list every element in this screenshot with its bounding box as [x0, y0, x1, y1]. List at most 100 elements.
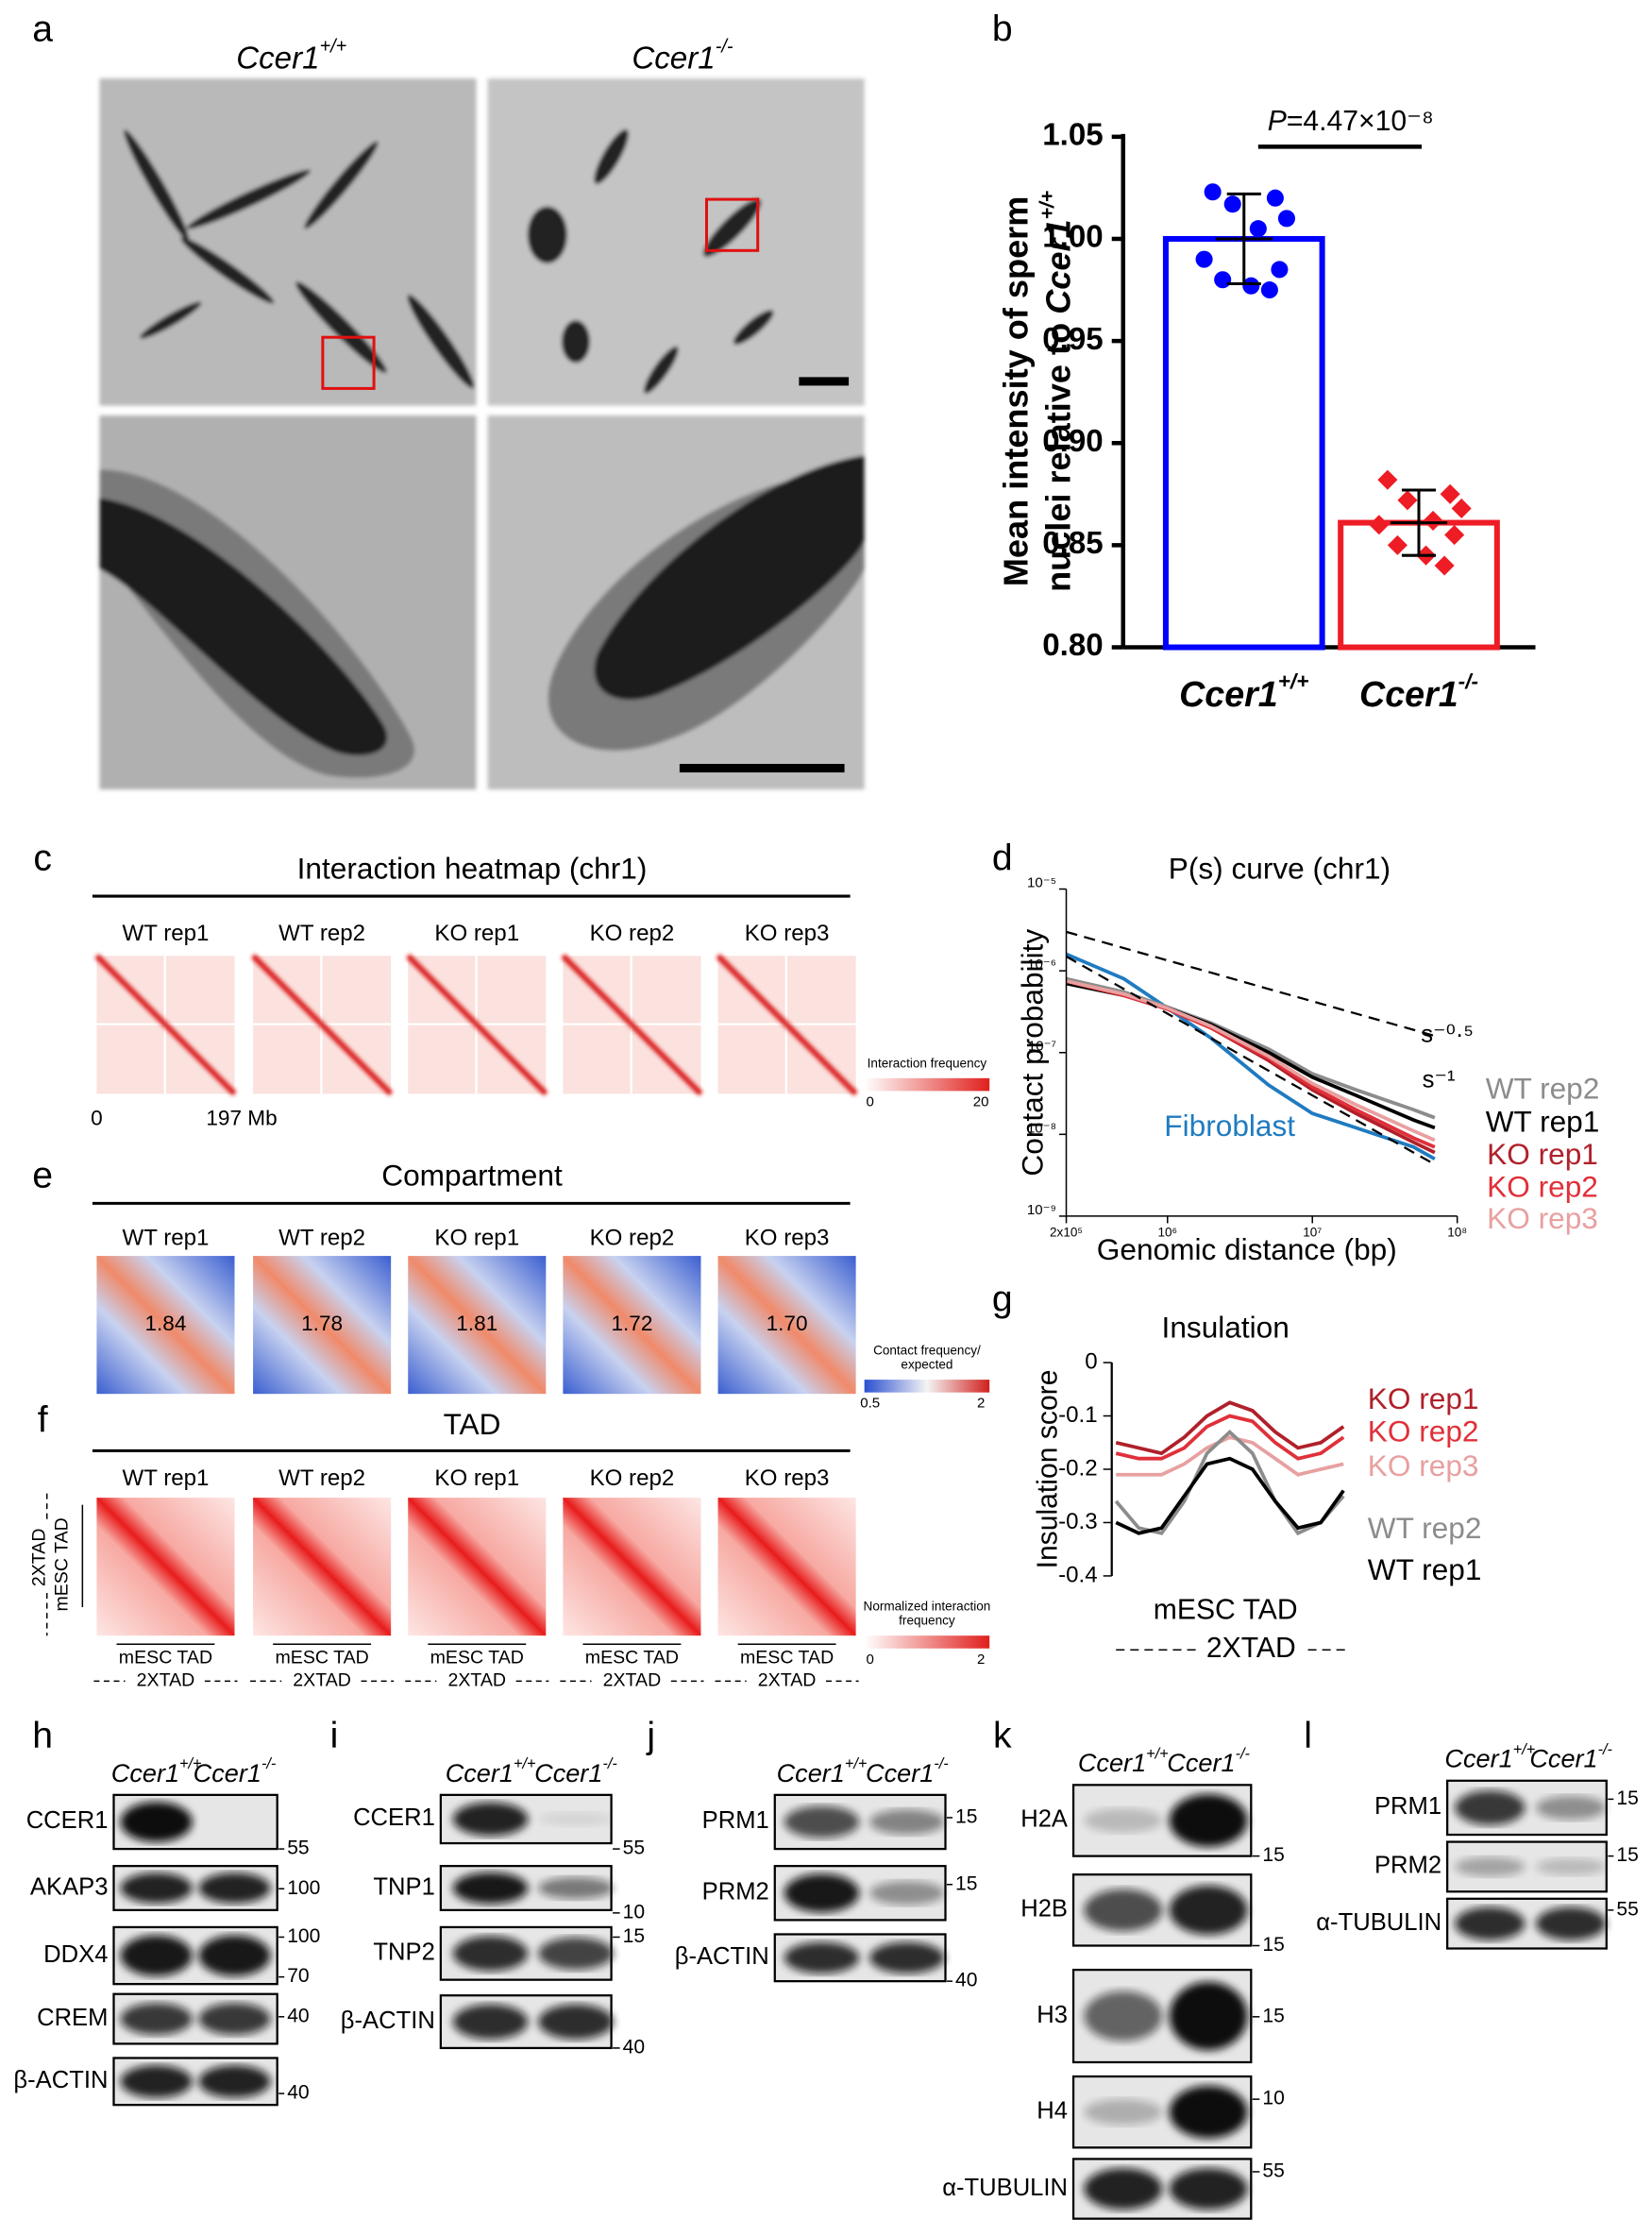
protein-label: TNP2: [373, 1940, 434, 1966]
y-axis-label-line: nuclei relative to: [1038, 323, 1077, 592]
mw-marker: 100: [287, 1925, 320, 1947]
chart-title: Insulation: [1162, 1311, 1290, 1345]
data-point: [1444, 525, 1465, 546]
protein-label: H2A: [1020, 1806, 1069, 1833]
sample-label: WT rep2: [278, 1225, 365, 1250]
mw-marker: 15: [1262, 1934, 1284, 1956]
gene-name: Ccer1: [194, 1758, 261, 1787]
heatmap: [717, 1256, 856, 1395]
protein-label: TNP1: [373, 1873, 434, 1900]
mw-marker: 10: [1262, 2088, 1284, 2109]
colorbar-tick: 2: [977, 1396, 985, 1412]
data-point: [1397, 490, 1418, 511]
compartment-score: 1.84: [144, 1312, 186, 1335]
data-point: [1451, 498, 1472, 518]
mw-marker: 55: [623, 1838, 645, 1859]
tad-span-label: 2XTAD: [758, 1670, 817, 1691]
blot-band: [1169, 1794, 1248, 1847]
blot-band: [1455, 1856, 1526, 1877]
genotype-superscript: +/+: [514, 1755, 536, 1772]
blot-band: [198, 2065, 271, 2098]
tad-span-label: 2XTAD: [293, 1670, 351, 1691]
gene-name: Ccer1: [1359, 674, 1458, 714]
data-point: [1204, 183, 1222, 201]
series-line: [1066, 981, 1436, 1130]
tad-span-label: 2XTAD: [447, 1670, 506, 1691]
blot-band: [120, 2003, 193, 2035]
blot-band: [538, 2004, 614, 2040]
x-tick-label: 10⁸: [1447, 1226, 1467, 1240]
y-axis-label: Mean intensity of sperm: [996, 196, 1035, 587]
gene-name: Ccer1: [236, 41, 319, 76]
bar: [1162, 235, 1325, 651]
legend-label: WT rep1: [1486, 1104, 1600, 1138]
chart-title: P(s) curve (chr1): [1169, 851, 1391, 885]
protein-label: CCER1: [353, 1804, 435, 1831]
y-tick-label: 10⁻⁵: [1027, 874, 1056, 890]
blot-band: [1536, 1795, 1607, 1821]
data-point: [1369, 515, 1390, 535]
data-point: [1423, 510, 1443, 531]
blot-band: [869, 1809, 945, 1835]
gene-name: Ccer1: [1078, 1748, 1146, 1777]
genotype-label: Ccer1-/-: [1529, 1741, 1612, 1773]
tad-label: mESC TAD: [275, 1647, 368, 1668]
blot-band: [1084, 2098, 1163, 2126]
gene-name: Ccer1: [777, 1758, 845, 1787]
heatmap: [96, 1256, 235, 1395]
genotype-label: Ccer1-/-: [866, 1755, 949, 1787]
gene-name: Ccer1: [1167, 1748, 1235, 1777]
tad-label: mESC TAD: [51, 1517, 72, 1611]
y-tick-label: 0.80: [1042, 628, 1103, 663]
legend-label: KO rep2: [1368, 1414, 1479, 1448]
legend-label: WT rep1: [1368, 1552, 1482, 1586]
protein-label: DDX4: [43, 1941, 108, 1968]
series-line: [1066, 930, 1436, 1038]
protein-label: PRM1: [1374, 1793, 1441, 1820]
mw-marker: 15: [1262, 1844, 1284, 1866]
protein-label: PRM2: [1374, 1853, 1441, 1879]
compartment-score: 1.72: [611, 1312, 652, 1335]
genotype-label: Ccer1+/+: [777, 1755, 868, 1787]
data-point: [1195, 250, 1213, 268]
tad-label: mESC TAD: [740, 1647, 834, 1668]
x-tick-label: Ccer1+/+: [1179, 669, 1308, 714]
heatmap: [253, 1256, 392, 1395]
genotype-superscript: +/+: [1278, 669, 1309, 693]
gene-name: Ccer1: [632, 41, 715, 76]
blot-band: [1169, 2085, 1248, 2139]
sample-label: KO rep3: [745, 1465, 830, 1491]
gene-name: Ccer1: [111, 1758, 179, 1787]
blot-band: [452, 1802, 529, 1837]
heatmap: [96, 1498, 235, 1636]
mw-marker: 100: [287, 1877, 320, 1899]
panel-label: k: [993, 1716, 1012, 1756]
y-axis-label: Contact probability: [1016, 929, 1050, 1177]
sperm-heads: [124, 128, 774, 394]
micrographs: [99, 78, 865, 790]
heatmap: [253, 1498, 392, 1636]
heatmap-diagonal: [406, 954, 548, 1096]
panel-title: Compartment: [381, 1159, 563, 1193]
sample-label: WT rep2: [278, 921, 365, 946]
heatmap: [563, 1256, 701, 1395]
blot-band: [1536, 1906, 1607, 1940]
heatmap: [563, 1498, 701, 1636]
panel-label: i: [330, 1716, 339, 1756]
compartment-score: 1.81: [456, 1312, 497, 1335]
blot-band: [120, 1872, 193, 1904]
scale-bar: [679, 764, 845, 773]
blot-band: [784, 1873, 860, 1913]
tad-span-label: 2XTAD: [137, 1670, 195, 1691]
heatmap-diagonal: [250, 954, 394, 1096]
mw-marker: 10: [623, 1901, 645, 1923]
data-point: [1214, 271, 1232, 289]
scale-bar: [799, 377, 850, 386]
protein-label: PRM1: [702, 1807, 769, 1834]
p-symbol: P: [1268, 106, 1287, 137]
genotype-superscript: -/-: [934, 1755, 949, 1772]
zoom-box: [704, 197, 760, 252]
legend-label: KO rep2: [1487, 1170, 1598, 1204]
blot-band: [538, 1812, 614, 1826]
